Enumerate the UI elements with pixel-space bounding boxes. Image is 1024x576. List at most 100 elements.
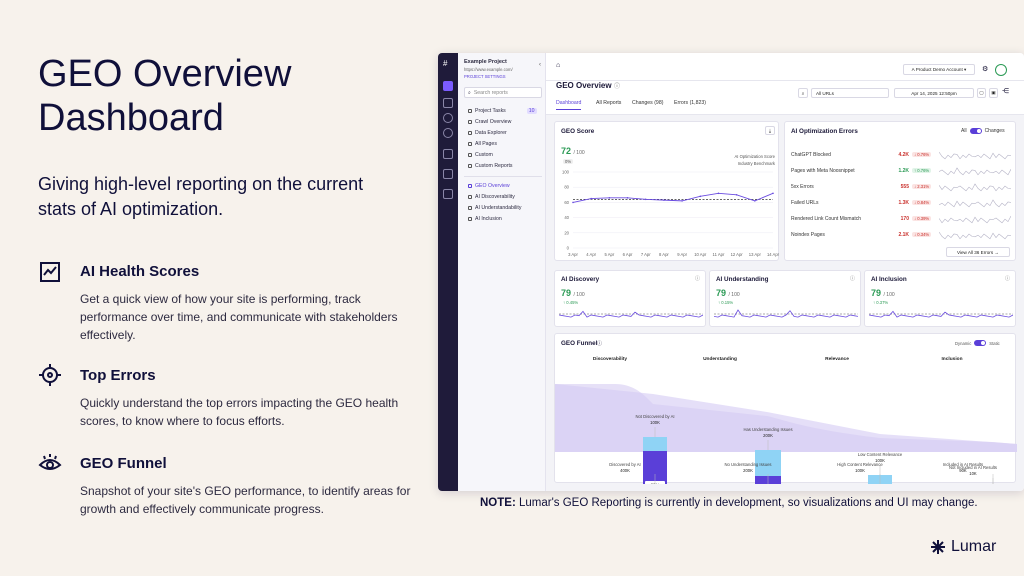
collapse-chevron-icon[interactable]: ‹ bbox=[539, 62, 541, 68]
hash-logo-icon: # bbox=[443, 59, 448, 68]
funnel-top-segment bbox=[643, 437, 667, 451]
sidebar-item-custom-reports[interactable]: Custom Reports bbox=[468, 163, 512, 169]
sidebar-item-data-explorer[interactable]: Data Explorer bbox=[468, 130, 507, 136]
slide-subtitle: Giving high-level reporting on the curre… bbox=[38, 174, 364, 219]
avatar[interactable] bbox=[995, 64, 1007, 76]
error-row[interactable]: ChatGPT Blocked 4.2K ↓ 0.76% bbox=[791, 150, 1013, 162]
error-label: ChatGPT Blocked bbox=[791, 152, 831, 158]
score-point bbox=[572, 201, 574, 204]
settings-gear-icon[interactable]: ⚙ bbox=[982, 66, 989, 73]
legend-score: AI Optimization Score bbox=[734, 154, 776, 159]
sidebar-item-ai-discoverability[interactable]: AI Discoverability bbox=[468, 194, 515, 200]
project-settings-link[interactable]: PROJECT SETTINGS bbox=[464, 74, 506, 79]
funnel-title: GEO Funnel bbox=[561, 340, 598, 347]
mini-card-title: AI Understanding bbox=[716, 276, 769, 283]
geo-score-card: GEO Score ⤓ 72 / 100 0% AI Optimization … bbox=[554, 121, 780, 261]
tab-dashboard[interactable]: Dashboard bbox=[556, 100, 582, 110]
rail-grid-icon[interactable] bbox=[443, 98, 453, 108]
y-tick-label: 20 bbox=[564, 230, 569, 235]
error-change-badge: ↓ 0.34% bbox=[912, 232, 932, 237]
account-select[interactable]: A Product Demo Account ▾ bbox=[903, 64, 975, 75]
feature-health bbox=[38, 260, 62, 289]
error-row[interactable]: Rendered Link Count Mismatch 170 ↓ 0.39% bbox=[791, 214, 1013, 226]
home-icon[interactable]: ⌂ bbox=[556, 62, 561, 69]
error-row[interactable]: Failed URLs 1.3K ↓ 0.84% bbox=[791, 198, 1013, 210]
rail-apps-icon[interactable] bbox=[443, 149, 453, 159]
tab-changes[interactable]: Changes (98) bbox=[632, 100, 664, 106]
funnel-column-label: Relevance bbox=[825, 356, 849, 362]
rail-dashboard-icon[interactable] bbox=[443, 81, 453, 91]
error-change-badge: ↓ 0.76% bbox=[912, 152, 932, 157]
error-sparkline bbox=[939, 167, 1011, 176]
funnel-bottom-label: No Understanding Issues bbox=[724, 462, 771, 467]
funnel-column-label: Understanding bbox=[703, 356, 737, 362]
export-icon[interactable]: ▣ bbox=[989, 88, 998, 98]
error-row[interactable]: Pages with Meta Noosnippet 1.2K ↑ 0.76% bbox=[791, 166, 1013, 178]
error-row[interactable]: 5xx Errors 555 ↓ 2.31% bbox=[791, 182, 1013, 194]
explorer-icon bbox=[468, 131, 472, 135]
funnel-top-label: Low Content Relevance bbox=[858, 452, 903, 457]
icon-rail: # bbox=[438, 53, 458, 491]
download-icon[interactable]: ⤓ bbox=[765, 126, 775, 135]
download-icon[interactable]: ▢ bbox=[977, 88, 986, 98]
search-button[interactable]: ⌕ bbox=[798, 88, 808, 98]
sidebar-item-ai-inclusion[interactable]: AI Inclusion bbox=[468, 216, 502, 222]
page-header: GEO Overview ⓘ Dashboard All Reports Cha… bbox=[546, 81, 1024, 115]
y-tick-label: 60 bbox=[564, 200, 569, 205]
error-label: Rendered Link Count Mismatch bbox=[791, 216, 862, 222]
tab-errors[interactable]: Errors (1,823) bbox=[674, 100, 706, 106]
mini-card-delta: ↑ 0.15% bbox=[718, 300, 734, 305]
rail-refresh-icon[interactable] bbox=[443, 128, 453, 138]
feature-errors bbox=[38, 363, 62, 392]
info-icon[interactable]: ⓘ bbox=[1005, 276, 1011, 282]
sidebar-item-geo-overview[interactable]: GEO Overview bbox=[468, 183, 510, 189]
rail-bell-icon[interactable] bbox=[443, 169, 453, 179]
funnel-bottom-value: 100K bbox=[855, 468, 865, 473]
mini-card-sparkline bbox=[869, 310, 1013, 318]
view-all-errors-button[interactable]: View All 36 Errors → bbox=[946, 247, 1010, 257]
info-icon[interactable]: ⓘ bbox=[695, 276, 701, 282]
y-tick-label: 0 bbox=[567, 246, 570, 251]
sidebar-item-crawl-overview[interactable]: Crawl Overview bbox=[468, 119, 511, 125]
funnel-bottom-value: 200K bbox=[743, 468, 753, 473]
tab-all-reports[interactable]: All Reports bbox=[596, 100, 622, 106]
error-value: 1.2K bbox=[898, 168, 909, 174]
funnel-top-label: Not Discovered by AI bbox=[635, 414, 674, 419]
info-icon[interactable]: ⓘ bbox=[597, 341, 603, 347]
main-content: ⌂ A Product Demo Account ▾ ⚙ GEO Overvie… bbox=[546, 53, 1024, 491]
divider bbox=[464, 176, 542, 177]
score-point bbox=[608, 197, 611, 199]
x-tick-label: 14 Apr bbox=[767, 252, 780, 257]
errors-toggle[interactable]: All Changes bbox=[961, 128, 1005, 134]
x-tick-label: 9 Apr bbox=[677, 252, 687, 257]
share-icon[interactable]: ⋲ bbox=[1002, 88, 1009, 95]
error-value: 4.2K bbox=[898, 152, 909, 158]
score-point bbox=[772, 192, 774, 195]
info-icon[interactable]: ⓘ bbox=[614, 84, 621, 90]
rail-box-icon[interactable] bbox=[443, 189, 453, 199]
mini-card-title: AI Inclusion bbox=[871, 276, 907, 283]
mini-card-sparkline bbox=[714, 309, 858, 318]
error-label: 5xx Errors bbox=[791, 184, 814, 190]
mini-card-title: AI Discovery bbox=[561, 276, 600, 283]
search-input[interactable]: ⌕ Search reports bbox=[464, 87, 542, 98]
app-window: # Example Project https://www.example.co… bbox=[438, 53, 1024, 491]
info-icon[interactable]: ⓘ bbox=[850, 276, 856, 282]
disclaimer-note: NOTE: Lumar's GEO Reporting is currently… bbox=[480, 497, 978, 509]
funnel-top-label: Has Understanding Issues bbox=[743, 427, 792, 432]
sidebar-item-custom[interactable]: Custom bbox=[468, 152, 493, 158]
url-filter-select[interactable]: All URLs bbox=[811, 88, 889, 98]
sidebar-item-project-tasks[interactable]: Project Tasks 10 bbox=[468, 108, 537, 114]
score-point bbox=[663, 199, 665, 201]
discoverability-icon bbox=[468, 195, 472, 199]
error-row[interactable]: Noindex Pages 2.1K ↓ 0.34% bbox=[791, 230, 1013, 242]
mini-card-value: 79 / 100 bbox=[561, 288, 585, 298]
rail-globe-icon[interactable] bbox=[443, 113, 453, 123]
date-select[interactable]: Apr 14, 2025 12:50pm bbox=[894, 88, 974, 98]
funnel-bottom-label: High Content Relevance bbox=[837, 462, 883, 467]
understandability-icon bbox=[468, 206, 472, 210]
sidebar-item-all-pages[interactable]: All Pages bbox=[468, 141, 497, 147]
x-tick-label: 4 Apr bbox=[586, 252, 596, 257]
sidebar-item-ai-understandability[interactable]: AI Understandability bbox=[468, 205, 521, 211]
funnel-toggle[interactable]: Dynamic Static bbox=[955, 340, 1000, 346]
